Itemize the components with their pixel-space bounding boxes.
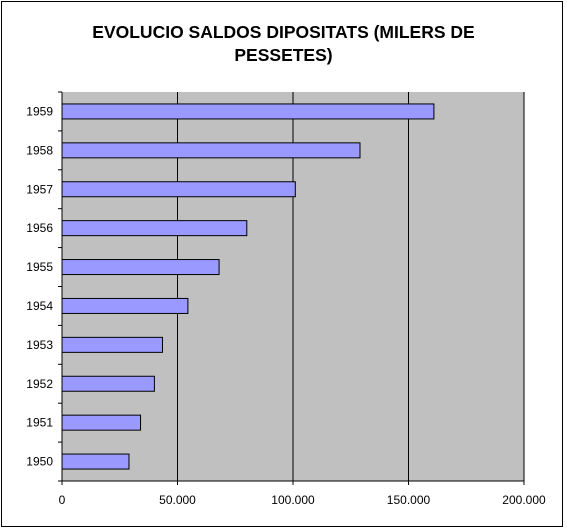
bar-1951 bbox=[61, 414, 142, 431]
y-tick-label-1950: 1950 bbox=[26, 455, 53, 469]
chart-title: EVOLUCIO SALDOS DIPOSITATS (MILERS DE PE… bbox=[0, 21, 567, 67]
y-tick-label-1956: 1956 bbox=[26, 221, 53, 235]
bar-1954 bbox=[61, 297, 189, 314]
bar-1955 bbox=[61, 259, 220, 276]
bar-1952 bbox=[61, 375, 155, 392]
tick-labels: 1950 1951 1952 1953 1954 1955 1956 1957 1958 1959… bbox=[26, 104, 546, 507]
chart-title-line-1: EVOLUCIO SALDOS DIPOSITATS (MILERS DE bbox=[92, 22, 475, 42]
x-tick-label-1: 50.000 bbox=[159, 493, 196, 507]
y-tick-label-1952: 1952 bbox=[26, 377, 53, 391]
y-tick-label-1953: 1953 bbox=[26, 338, 53, 352]
x-tick-label-4: 200.000 bbox=[502, 493, 546, 507]
bar-1957 bbox=[61, 181, 296, 198]
y-tick-label-1959: 1959 bbox=[26, 104, 53, 118]
x-tick-label-2: 100.000 bbox=[271, 493, 315, 507]
bars bbox=[61, 103, 435, 470]
y-tick-label-1951: 1951 bbox=[26, 416, 53, 430]
y-tick-label-1958: 1958 bbox=[26, 143, 53, 157]
axes bbox=[58, 91, 525, 485]
bar-1958 bbox=[61, 142, 361, 159]
y-tick-label-1954: 1954 bbox=[26, 299, 53, 313]
chart-title-line-2: PESSETES) bbox=[234, 45, 333, 65]
bar-1953 bbox=[61, 336, 163, 353]
bar-1956 bbox=[61, 220, 248, 237]
x-tick-label-0: 0 bbox=[59, 493, 66, 507]
y-tick-label-1955: 1955 bbox=[26, 260, 53, 274]
y-tick-label-1957: 1957 bbox=[26, 182, 53, 196]
bar-1950 bbox=[61, 453, 130, 470]
x-tick-label-3: 150.000 bbox=[387, 493, 431, 507]
bar-1959 bbox=[61, 103, 435, 120]
